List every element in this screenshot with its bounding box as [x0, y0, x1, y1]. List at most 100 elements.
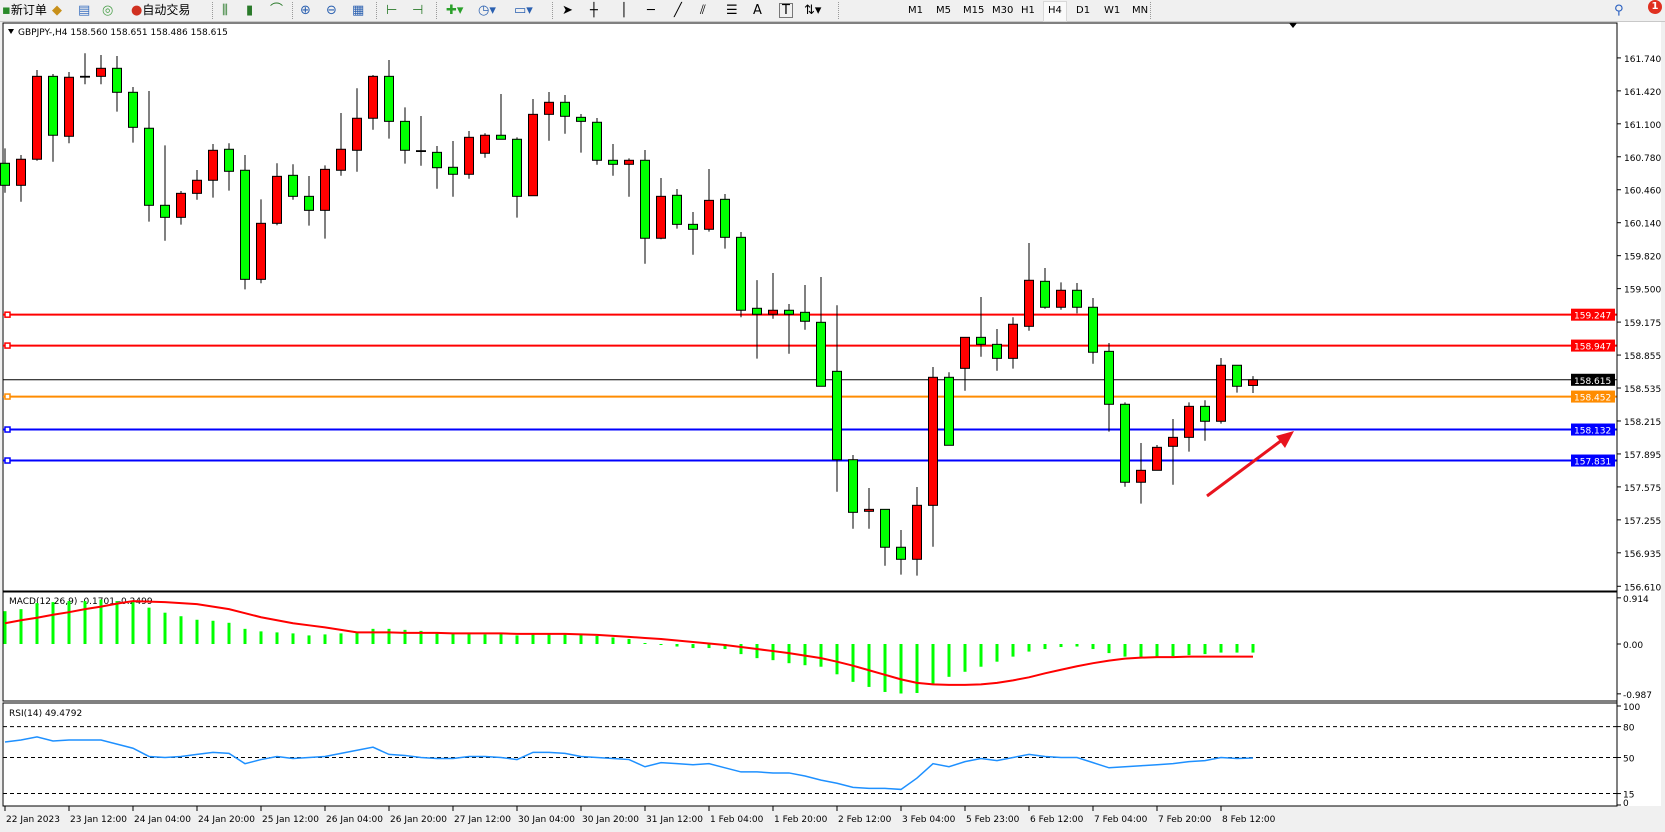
text-label-icon[interactable]: T — [779, 3, 793, 18]
candle[interactable] — [1184, 402, 1194, 452]
candle[interactable] — [224, 143, 234, 191]
templates-icon[interactable]: ▭▾ — [514, 3, 533, 18]
timeframe-m15[interactable]: M15 — [963, 5, 985, 16]
candle[interactable] — [416, 115, 426, 166]
rsi-pane[interactable]: RSI(14) 49.4792 100 80 50 150 — [2, 702, 1640, 809]
candle[interactable] — [832, 305, 842, 492]
auto-trading-button[interactable]: ●自动交易 — [131, 1, 190, 20]
candle[interactable] — [96, 55, 106, 85]
candle[interactable] — [288, 164, 298, 200]
candle[interactable] — [432, 145, 442, 189]
cursor-icon[interactable]: ➤ — [562, 3, 573, 18]
candle[interactable] — [208, 144, 218, 198]
candle[interactable] — [608, 144, 618, 176]
candle[interactable] — [1040, 268, 1050, 309]
candle[interactable] — [80, 53, 90, 85]
candle[interactable] — [592, 117, 602, 165]
candle[interactable] — [1088, 297, 1098, 364]
candle[interactable] — [720, 193, 730, 249]
candle[interactable] — [752, 280, 762, 359]
line-handle[interactable] — [4, 393, 11, 400]
candle[interactable] — [880, 508, 890, 566]
trendline-icon[interactable]: ╱ — [674, 3, 682, 18]
vertical-line-icon[interactable]: │ — [620, 3, 628, 18]
candle[interactable] — [1104, 343, 1114, 432]
candle[interactable] — [352, 88, 362, 172]
candle[interactable] — [336, 113, 346, 176]
candle[interactable] — [848, 454, 858, 529]
candle[interactable] — [320, 165, 330, 239]
market-watch-icon[interactable]: ◆ — [52, 3, 62, 18]
chart-shift-marker-icon[interactable] — [1289, 23, 1297, 28]
horizontal-line-icon[interactable]: ─ — [647, 3, 655, 18]
candle[interactable] — [512, 137, 522, 218]
navigator-icon[interactable]: ▤ — [78, 3, 91, 18]
line-handle[interactable] — [4, 457, 11, 464]
fibonacci-icon[interactable]: ☰ — [726, 3, 738, 18]
candle[interactable] — [1120, 402, 1130, 487]
candle[interactable] — [368, 74, 378, 130]
candle[interactable] — [1248, 376, 1258, 394]
zoom-out-icon[interactable]: ⊖ — [326, 3, 337, 18]
candle[interactable] — [816, 276, 826, 387]
candle[interactable] — [960, 336, 970, 391]
candle[interactable] — [896, 530, 906, 575]
candle[interactable] — [928, 367, 938, 547]
timeframe-h1[interactable]: H1 — [1021, 5, 1035, 16]
signals-icon[interactable]: ◎ — [102, 3, 114, 18]
candle[interactable] — [864, 488, 874, 529]
candle[interactable] — [672, 189, 682, 229]
candlestick-chart-icon[interactable]: ▮ — [246, 3, 254, 18]
tile-windows-icon[interactable]: ▦ — [352, 3, 365, 18]
candle[interactable] — [784, 303, 794, 354]
candle[interactable] — [912, 486, 922, 576]
candle[interactable] — [160, 145, 170, 241]
line-chart-icon[interactable]: ⌒ — [270, 3, 284, 18]
candle[interactable] — [192, 169, 202, 200]
candle[interactable] — [1136, 443, 1146, 504]
chart-shift-icon[interactable]: ⊢ — [386, 3, 398, 18]
candle[interactable] — [768, 272, 778, 319]
candle[interactable] — [48, 73, 58, 162]
bar-chart-icon[interactable]: ⫼ — [222, 3, 228, 18]
candle[interactable] — [240, 155, 250, 290]
candle[interactable] — [800, 285, 810, 330]
line-handle[interactable] — [4, 426, 11, 433]
candle[interactable] — [464, 131, 474, 179]
candle[interactable] — [560, 94, 570, 134]
candle[interactable] — [1152, 444, 1162, 471]
candle[interactable] — [992, 328, 1002, 371]
candle[interactable] — [528, 98, 538, 197]
candle[interactable] — [256, 199, 266, 284]
annotation-arrow-shaft[interactable] — [1206, 438, 1283, 498]
candle[interactable] — [1232, 364, 1242, 393]
candle[interactable] — [1072, 282, 1082, 314]
candle[interactable] — [1216, 358, 1226, 424]
timeframe-d1[interactable]: D1 — [1076, 5, 1091, 16]
candle[interactable] — [16, 155, 26, 202]
candle[interactable] — [128, 87, 138, 143]
equidistant-channel-icon[interactable]: ⫽ — [700, 3, 706, 18]
candle[interactable] — [1168, 419, 1178, 485]
candle[interactable] — [944, 372, 954, 446]
new-order-button[interactable]: ▪新订单 — [2, 1, 47, 20]
candle[interactable] — [496, 93, 506, 140]
text-icon[interactable]: A — [753, 3, 762, 18]
candle[interactable] — [1056, 282, 1066, 310]
candle[interactable] — [704, 169, 714, 232]
candle[interactable] — [1024, 242, 1034, 331]
timeframe-mn[interactable]: MN — [1132, 5, 1149, 16]
timeframe-m5[interactable]: M5 — [936, 5, 951, 16]
candle[interactable] — [32, 69, 42, 161]
candle[interactable] — [1008, 317, 1018, 369]
candle[interactable] — [1200, 400, 1210, 441]
search-icon[interactable]: ⚲ — [1614, 3, 1624, 18]
timeframe-w1[interactable]: W1 — [1104, 5, 1121, 16]
candle[interactable] — [304, 176, 314, 226]
arrows-icon[interactable]: ⇅▾ — [804, 3, 822, 18]
candle[interactable] — [576, 114, 586, 153]
candle[interactable] — [64, 72, 74, 144]
candle[interactable] — [976, 296, 986, 357]
candle[interactable] — [624, 158, 634, 197]
